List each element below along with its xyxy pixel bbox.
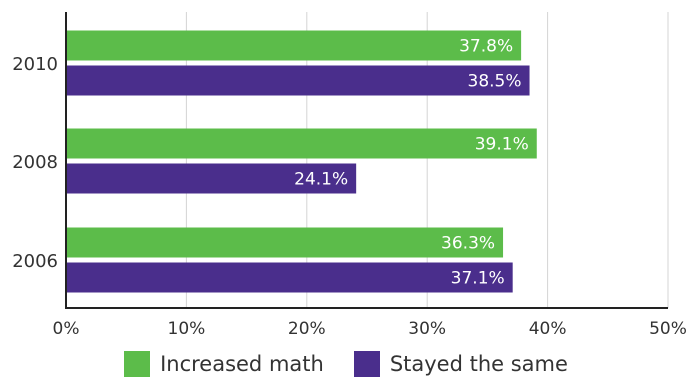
data-label-2010-stayed-the-same: 38.5% [468, 72, 522, 92]
data-label-2008-increased-math: 39.1% [475, 135, 529, 155]
bar-2006-stayed-the-same [66, 262, 513, 293]
legend-swatch-increased-math [124, 351, 151, 377]
bars [66, 30, 537, 293]
bar-2010-increased-math [66, 30, 522, 61]
x-tick-label-20: 20% [288, 319, 326, 339]
bar-chart: 0% 10% 20% 30% 40% 50% 2010 2008 2006 37.8% 38.5%… [12, 12, 687, 339]
gridlines [185, 12, 669, 308]
legend-swatch-stayed-the-same [353, 351, 380, 377]
labels: 37.8% 38.5% 39.1% 24.1% 36.3% 37.1% [294, 37, 529, 289]
x-tick-label-30: 30% [408, 319, 446, 339]
data-label-2008-stayed-the-same: 24.1% [294, 170, 348, 190]
x-tick-label-50: 50% [649, 319, 687, 339]
bar-2006-increased-math [66, 227, 504, 258]
x-tick-label-10: 10% [168, 319, 206, 339]
x-tick-label-0: 0% [53, 319, 80, 339]
category-label-2006: 2006 [12, 251, 58, 272]
legend: Increased math Stayed the same [0, 346, 692, 382]
legend-item-stayed-the-same: Stayed the same [353, 351, 568, 377]
category-label-2010: 2010 [12, 54, 58, 75]
bar-2010-stayed-the-same [66, 65, 530, 96]
category-label-2008: 2008 [12, 152, 58, 173]
data-label-2006-stayed-the-same: 37.1% [451, 269, 505, 289]
x-tick-label-40: 40% [529, 319, 567, 339]
legend-label-stayed-the-same: Stayed the same [389, 352, 568, 376]
legend-item-increased-math: Increased math [124, 351, 324, 377]
bar-2008-increased-math [66, 128, 537, 159]
data-label-2006-increased-math: 36.3% [441, 234, 495, 254]
axes: 0% 10% 20% 30% 40% 50% 2010 2008 2006 [12, 12, 687, 339]
data-label-2010-increased-math: 37.8% [459, 37, 513, 57]
bar-2008-stayed-the-same [66, 163, 357, 194]
legend-label-increased-math: Increased math [160, 352, 324, 376]
